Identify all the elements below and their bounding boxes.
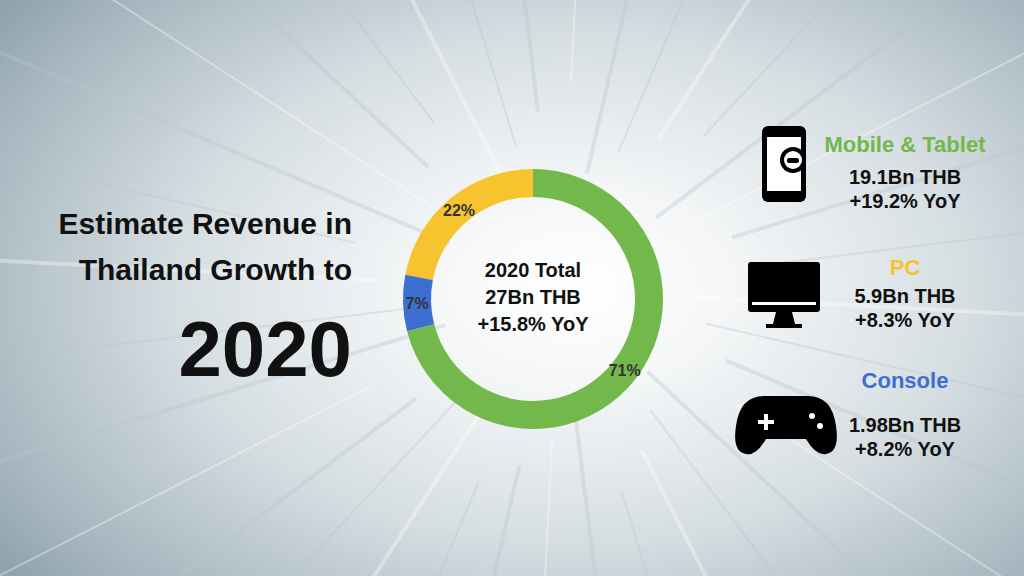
title: Estimate Revenue in — [59, 207, 352, 240]
monitor-screen — [748, 262, 820, 312]
streak — [732, 85, 1024, 237]
slice — [407, 169, 663, 429]
streak — [621, 491, 764, 576]
streak — [680, 296, 1024, 326]
streak — [83, 400, 458, 576]
legend-entry: Mobile & Tablet — [825, 132, 987, 157]
streak — [656, 0, 1024, 218]
streak — [48, 0, 428, 167]
gamepad-button — [809, 413, 815, 419]
category-annotation: +19.2% YoY — [850, 190, 962, 212]
monitor-base — [766, 324, 802, 328]
gamepad-body — [735, 396, 837, 454]
center-annotation: 2020 Total — [485, 259, 581, 281]
streak — [642, 450, 878, 576]
gamepad-button — [817, 423, 823, 429]
streak — [475, 0, 538, 111]
streak — [0, 133, 355, 243]
page: {"chart_data": {"type": "pie", "title": … — [0, 0, 1024, 576]
streak — [0, 385, 373, 576]
phone-badge — [780, 147, 806, 173]
monitor-strip — [752, 302, 816, 305]
title-group: Estimate Revenue in Thailand Growth to 202… — [59, 207, 352, 393]
donut — [403, 169, 663, 429]
icon-console — [735, 396, 837, 454]
background-streaks — [0, 0, 1024, 576]
gamepad-dpad — [764, 414, 768, 430]
category-panel: Mobile & Tablet 19.1Bn THB+19.2% YoY PC 5.9… — [735, 126, 986, 460]
streak — [694, 0, 1024, 222]
streak — [571, 0, 597, 80]
streak — [523, 440, 552, 576]
streak — [587, 0, 717, 173]
streak — [355, 0, 516, 147]
streak — [0, 0, 434, 208]
streak — [0, 16, 450, 243]
category-annotation: 5.9Bn THB — [854, 285, 955, 307]
title: Thailand Growth to — [79, 253, 352, 286]
center-annotation: +15.8% YoY — [478, 313, 590, 335]
legend-entry: PC — [890, 255, 921, 280]
center-annotation: 27Bn THB — [485, 286, 581, 308]
streak — [139, 0, 434, 122]
streak — [575, 409, 646, 576]
icon-mobile — [762, 126, 806, 202]
slice — [403, 275, 434, 332]
phone-pad — [787, 158, 799, 163]
phone-body — [762, 126, 806, 202]
phone-badge-inner — [784, 151, 802, 169]
legend-entry: Console — [862, 368, 949, 393]
streak — [242, 0, 505, 183]
data-label: 22% — [443, 202, 475, 219]
category-annotation: 19.1Bn THB — [849, 166, 961, 188]
icon-pc — [748, 262, 820, 328]
data-labels: 71% 22% 7% — [405, 202, 640, 379]
category-annotation: +8.3% YoY — [855, 309, 956, 331]
streak — [703, 0, 1024, 136]
category-annotation: 1.98Bn THB — [849, 414, 961, 436]
category-annotation: +8.2% YoY — [855, 438, 956, 460]
chart: Estimate Revenue in Thailand Growth to 202… — [0, 0, 1024, 576]
data-label: 71% — [609, 362, 641, 379]
streak — [726, 360, 1024, 563]
monitor-stand — [773, 312, 795, 324]
streak — [1, 398, 416, 576]
center-text: 2020 Total 27Bn THB +15.8% YoY — [478, 259, 590, 335]
subtitle: 2020 — [178, 305, 352, 393]
streak — [179, 391, 495, 576]
streak — [648, 372, 1024, 576]
data-label: 7% — [405, 295, 428, 312]
